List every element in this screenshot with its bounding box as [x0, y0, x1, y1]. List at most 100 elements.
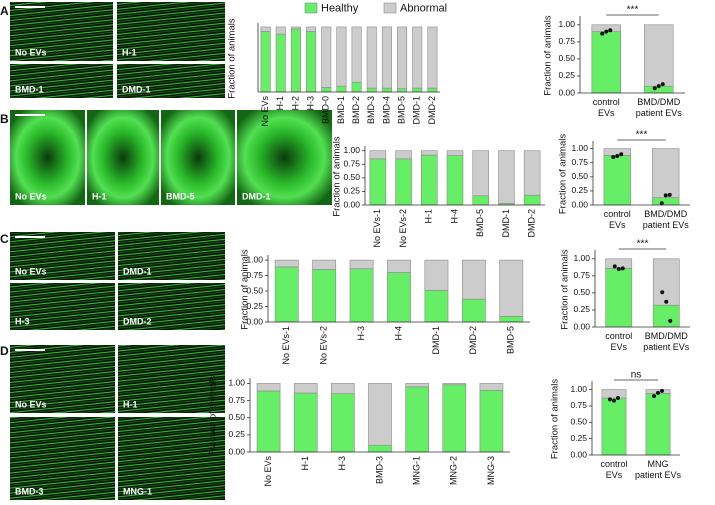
y-tick-label: 0.75	[570, 400, 587, 410]
x-tick-label: No EVs-1	[281, 326, 291, 365]
x-tick-label: BMD-5	[396, 96, 406, 124]
bar-segment-abnormal	[472, 150, 489, 197]
data-point	[667, 192, 672, 197]
y-axis-label: Fraction of animals	[227, 18, 238, 99]
x-tick-label: MNG-2	[449, 456, 459, 485]
y-tick-label: 0.50	[246, 285, 263, 295]
data-point	[612, 264, 617, 269]
bar-segment-healthy	[652, 304, 680, 328]
data-point	[660, 82, 665, 87]
y-tick-label: 1.00	[228, 378, 245, 388]
bar-segment-abnormal	[290, 26, 301, 30]
bar-segment-healthy	[387, 272, 411, 323]
legend-swatch	[304, 2, 318, 14]
x-tick-label: H-3	[337, 456, 347, 471]
x-tick-label: BMD-3	[374, 456, 384, 484]
bar-segment-healthy	[499, 316, 524, 323]
y-tick-label: 0.75	[246, 270, 263, 280]
x-tick-label: No EVs-1	[372, 209, 382, 248]
x-tick-label: H-4	[393, 326, 403, 341]
bar-segment-abnormal	[498, 150, 515, 204]
x-tick-label: H-3	[305, 96, 315, 111]
x-tick-label: H-1	[275, 96, 285, 111]
bar-segment-abnormal	[366, 26, 377, 89]
x-tick-label: control EVs	[600, 459, 627, 480]
data-point	[664, 299, 669, 304]
data-point	[616, 396, 620, 401]
image-label: DMD-2	[123, 316, 152, 326]
bar-segment-healthy	[412, 87, 423, 93]
panel-letter: B	[0, 112, 9, 126]
bar-segment-abnormal	[312, 259, 337, 270]
x-tick-label: No EVs	[263, 456, 273, 487]
data-point	[608, 397, 612, 402]
bar-segment-healthy	[306, 31, 317, 93]
x-tick-label-line: BMD/DMD	[637, 97, 680, 107]
image-label: No EVs	[15, 266, 47, 276]
panel-letter: C	[0, 232, 9, 246]
y-tick-label: 0.25	[558, 70, 575, 80]
bar-segment-abnormal	[256, 383, 281, 392]
y-tick-label: 1.00	[571, 143, 588, 153]
micrograph	[10, 64, 113, 98]
y-tick-label: 0.50	[570, 417, 587, 427]
data-point	[660, 388, 664, 393]
bar-segment-healthy	[381, 87, 392, 93]
bar-segment-abnormal	[351, 26, 362, 83]
y-tick-label: 0.50	[571, 171, 588, 181]
bar-segment-healthy	[290, 28, 301, 93]
significance-label: ***	[627, 5, 639, 16]
y-tick-label: 1.00	[246, 254, 263, 264]
micrograph	[87, 110, 159, 205]
bar-segment-healthy	[369, 158, 387, 206]
image-label: BMD-5	[166, 191, 195, 201]
bar-segment-abnormal	[523, 150, 541, 196]
image-label: BMD-3	[15, 486, 44, 496]
y-tick-label: 0.75	[573, 270, 590, 280]
y-tick-label: 0.75	[558, 36, 575, 46]
bar-segment-abnormal	[381, 26, 392, 89]
x-tick-label: No EVs-2	[398, 209, 408, 248]
legend-swatch	[383, 2, 397, 14]
y-tick-label: 0.25	[573, 304, 590, 314]
x-tick-label: BMD-3	[366, 96, 376, 124]
micrograph	[118, 417, 225, 500]
y-tick-label: 1.00	[573, 253, 590, 263]
panel-letter: A	[0, 4, 9, 18]
x-tick-label: MNG-3	[486, 456, 496, 485]
micrograph	[118, 283, 225, 330]
y-axis-label: Fraction of animals	[543, 15, 554, 96]
bar-segment-abnormal	[421, 150, 438, 156]
image-label: BMD-1	[15, 84, 44, 94]
x-tick-label: MNG patient EVs	[635, 459, 682, 480]
data-point	[668, 318, 673, 323]
y-axis-label: Fraction of animals	[208, 376, 219, 457]
data-point	[656, 84, 661, 89]
data-point	[663, 193, 668, 198]
micrograph	[10, 2, 113, 61]
bar-segment-healthy	[395, 158, 412, 206]
bar-segment-healthy	[256, 390, 281, 453]
y-tick-label: 0.00	[228, 446, 245, 456]
image-label: DMD-1	[122, 84, 151, 94]
y-tick-label: 1.00	[558, 19, 575, 29]
y-axis-label: Fraction of animals	[560, 249, 571, 330]
x-tick-label: DMD-2	[427, 96, 437, 125]
image-label: DMD-1	[242, 191, 271, 201]
x-tick-label: control EVs	[604, 209, 631, 230]
x-tick-label-line: EVs	[609, 220, 626, 230]
image-label: No EVs	[15, 47, 47, 57]
bar-segment-healthy	[405, 386, 429, 453]
legend-label: Healthy	[321, 2, 359, 14]
x-tick-label: H-1	[300, 456, 310, 471]
y-tick-label: 0.50	[343, 172, 360, 182]
bar-segment-healthy	[351, 81, 362, 93]
x-tick-label-line: control	[600, 459, 627, 469]
micrograph	[10, 283, 115, 330]
x-tick-label: H-3	[356, 326, 366, 341]
bar-segment-healthy	[260, 31, 271, 93]
bar-segment-healthy	[275, 33, 286, 93]
bar-segment-healthy	[605, 268, 633, 328]
image-label: DMD-1	[123, 266, 152, 276]
x-tick-label: DMD-2	[468, 326, 478, 355]
